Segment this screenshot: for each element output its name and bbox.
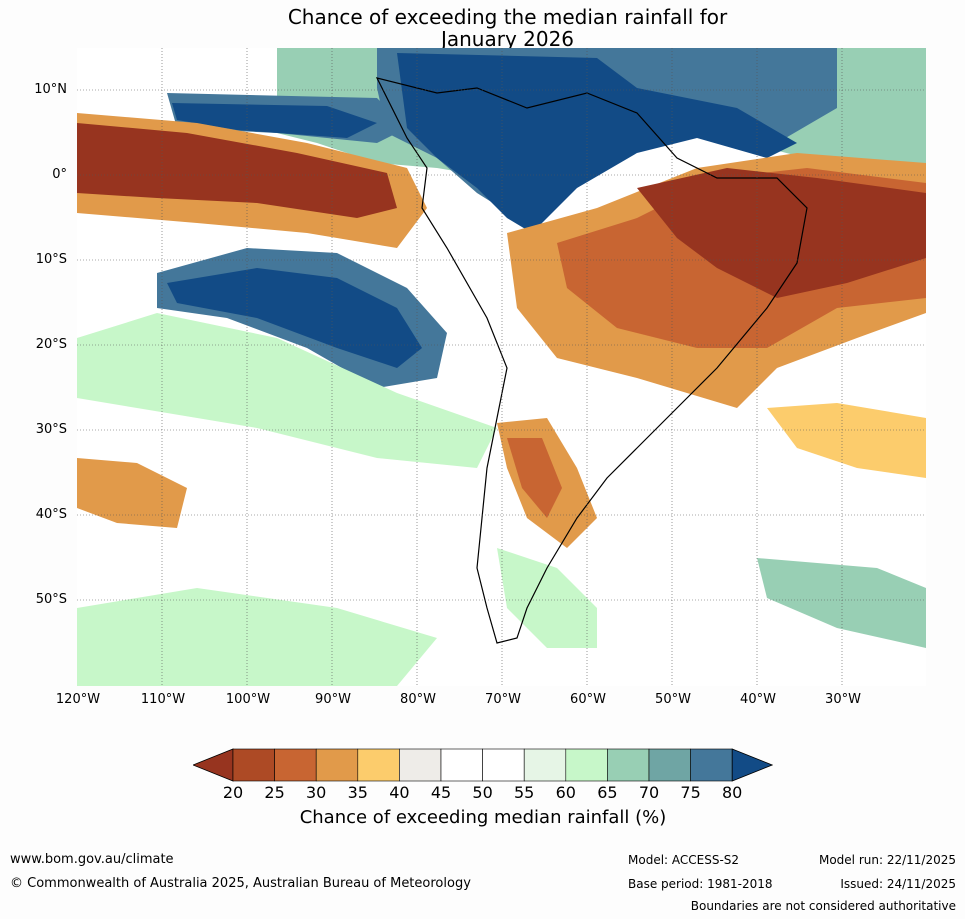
- lon-label-40w: 40°W: [740, 692, 776, 707]
- colorbar-box: [232, 748, 275, 782]
- colorbar-box: [315, 748, 359, 782]
- model-text: Model: ACCESS-S2: [628, 853, 740, 867]
- wet-region-caribbean-dark: [397, 53, 797, 233]
- south-america-coastline: [375, 77, 808, 644]
- colorbar-box: [399, 748, 442, 782]
- colorbar-extend-high: [731, 748, 773, 782]
- colorbar: [193, 748, 773, 782]
- map-title-line2: January 2026: [440, 27, 575, 51]
- lat-label-10s: 10°S: [35, 252, 67, 267]
- wet-region-southpacific-dark: [167, 268, 422, 368]
- lon-label-100w: 100°W: [225, 692, 271, 707]
- copyright-text: © Commonwealth of Australia 2025, Austra…: [10, 876, 471, 891]
- lon-label-80w: 80°W: [400, 692, 436, 707]
- lat-label-30s: 30°S: [35, 422, 67, 437]
- colorbar-box: [274, 748, 317, 782]
- rainfall-map: [77, 48, 926, 686]
- colorbar-label: Chance of exceeding median rainfall (%): [299, 807, 667, 828]
- colorbar-tick-label: 70: [638, 783, 660, 802]
- rainfall-map-canvas: [77, 48, 926, 686]
- colorbar-box: [440, 748, 483, 782]
- dry-region-brazil-core: [637, 168, 926, 298]
- website-link[interactable]: www.bom.gov.au/climate: [10, 852, 174, 867]
- dry-region-pacific-core: [77, 123, 397, 218]
- wetter-regions: [77, 48, 926, 686]
- colorbar-tick-label: 35: [347, 783, 368, 802]
- colorbar-tick-label: 80: [722, 783, 743, 802]
- dry-region-west-pacific: [77, 458, 187, 528]
- lon-label-90w: 90°W: [315, 692, 351, 707]
- wet-region-patagonia: [497, 548, 597, 648]
- lon-label-70w: 70°W: [485, 692, 521, 707]
- colorbar-box: [648, 748, 691, 782]
- lon-label-60w: 60°W: [570, 692, 606, 707]
- colorbar-tick-label: 50: [472, 783, 493, 802]
- colorbar-tick-label: 30: [306, 783, 327, 802]
- model-run-text: Model run: 22/11/2025: [818, 853, 956, 867]
- colorbar-box: [482, 748, 525, 782]
- colorbar-tick-label: 55: [514, 783, 535, 802]
- colorbar-tick-label: 60: [555, 783, 576, 802]
- colorbar-box: [607, 748, 650, 782]
- disclaimer-text: Boundaries are not considered authoritat…: [690, 899, 956, 913]
- lon-label-120w: 120°W: [55, 692, 101, 707]
- lat-label-20s: 20°S: [35, 337, 67, 352]
- wet-region-eastpacific-dark: [172, 103, 377, 138]
- dry-region-argentina-core: [507, 438, 562, 518]
- lat-label-50s: 50°S: [35, 592, 67, 607]
- colorbar-tick-label: 20: [222, 783, 244, 802]
- issued-text: Issued: 24/11/2025: [840, 877, 956, 891]
- graticule: [77, 48, 926, 686]
- colorbar-box: [565, 748, 608, 782]
- colorbar-box: [690, 748, 733, 782]
- wet-region-southern-green: [77, 588, 437, 686]
- colorbar-tick-label: 45: [430, 783, 452, 802]
- lat-label-10n: 10°N: [34, 82, 67, 97]
- lon-label-30w: 30°W: [825, 692, 861, 707]
- colorbar-tick-label: 65: [597, 783, 618, 802]
- map-title-line1: Chance of exceeding the median rainfall …: [287, 5, 728, 29]
- wet-region-southatlantic: [757, 558, 926, 648]
- colorbar-tick-label: 40: [389, 783, 410, 802]
- base-period-text: Base period: 1981-2018: [628, 877, 773, 891]
- lat-label-0: 0°: [52, 167, 67, 182]
- drier-regions: [77, 113, 926, 548]
- colorbar-box: [523, 748, 567, 782]
- wet-region-green-band: [77, 313, 497, 468]
- colorbar-box: [357, 748, 400, 782]
- lat-label-40s: 40°S: [35, 507, 67, 522]
- colorbar-tick-label: 75: [680, 783, 701, 802]
- colorbar-extend-low: [193, 748, 234, 782]
- dry-region-south-atlantic: [767, 403, 926, 478]
- lon-label-50w: 50°W: [655, 692, 691, 707]
- colorbar-tick-label: 25: [264, 783, 285, 802]
- lon-label-110w: 110°W: [140, 692, 186, 707]
